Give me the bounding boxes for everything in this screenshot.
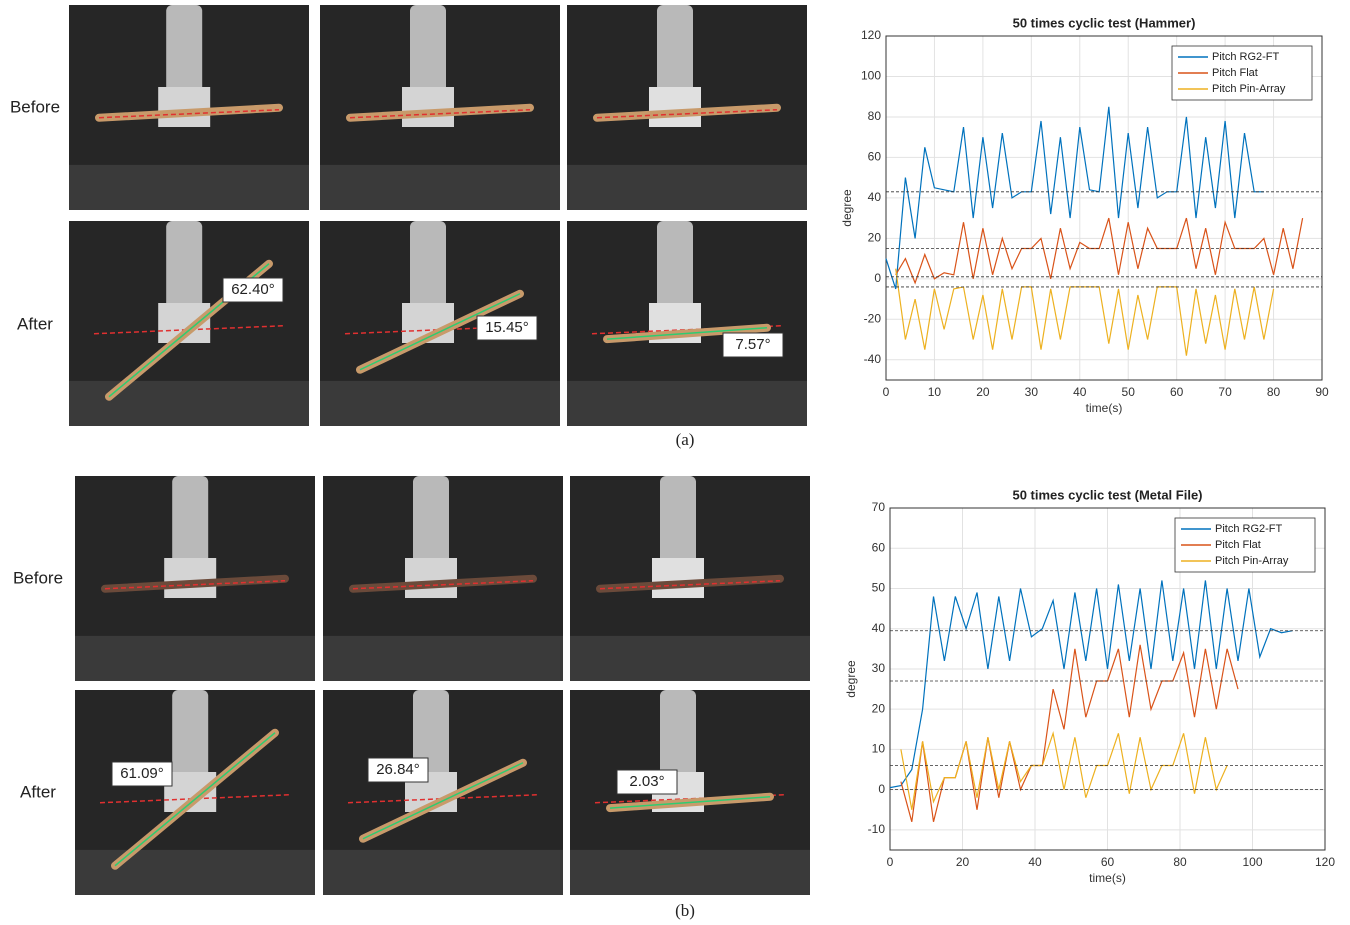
photo-floor [75, 636, 315, 681]
photo-floor [323, 850, 563, 895]
x-tick-label: 90 [1315, 385, 1329, 399]
figure: Before After (a) Before After (b) 62.40°… [0, 0, 1350, 925]
y-tick-label: 20 [872, 701, 886, 715]
row-label: Before [10, 97, 60, 116]
x-tick-label: 10 [928, 385, 942, 399]
legend-label: Pitch RG2-FT [1212, 51, 1280, 63]
y-axis-label: degree [844, 660, 858, 698]
y-tick-label: 60 [872, 540, 886, 554]
legend-label: Pitch Pin-Array [1212, 83, 1286, 95]
x-tick-label: 30 [1025, 385, 1039, 399]
row-label: After [17, 314, 53, 333]
legend-label: Pitch RG2-FT [1215, 523, 1283, 535]
photo-floor [69, 381, 309, 426]
y-tick-label: -20 [864, 311, 882, 325]
photo-floor [75, 850, 315, 895]
photo-floor [567, 165, 807, 210]
x-tick-label: 20 [976, 385, 990, 399]
gripper [652, 558, 704, 598]
y-tick-label: 50 [872, 581, 886, 595]
robot-arm [172, 690, 208, 782]
x-tick-label: 60 [1101, 855, 1115, 869]
y-tick-label: 120 [861, 28, 881, 42]
x-tick-label: 100 [1242, 855, 1262, 869]
photo-floor [69, 165, 309, 210]
robot-arm [410, 5, 446, 97]
x-tick-label: 120 [1315, 855, 1335, 869]
legend-label: Pitch Flat [1212, 67, 1258, 79]
robot-arm [657, 221, 693, 313]
angle-label: 62.40° [231, 281, 275, 298]
gripper [649, 87, 701, 127]
robot-arm [172, 476, 208, 568]
y-tick-label: 20 [868, 231, 882, 245]
x-axis-label: time(s) [1089, 871, 1126, 885]
x-tick-label: 40 [1028, 855, 1042, 869]
gripper [164, 558, 216, 598]
chart-title: 50 times cyclic test (Hammer) [1013, 15, 1196, 30]
angle-label: 7.57° [735, 336, 770, 353]
x-tick-label: 0 [887, 855, 894, 869]
gripper [402, 87, 454, 127]
y-tick-label: 10 [872, 742, 886, 756]
y-tick-label: 80 [868, 109, 882, 123]
angle-label: 15.45° [485, 319, 529, 336]
y-tick-label: 100 [861, 69, 881, 83]
photo-floor [570, 850, 810, 895]
caption: (a) [676, 430, 695, 449]
robot-arm [410, 221, 446, 313]
y-tick-label: 0 [878, 782, 885, 796]
x-tick-label: 80 [1173, 855, 1187, 869]
y-tick-label: -40 [864, 352, 882, 366]
y-tick-label: 0 [874, 271, 881, 285]
angle-label: 2.03° [629, 773, 664, 790]
x-tick-label: 80 [1267, 385, 1281, 399]
y-tick-label: 30 [872, 661, 886, 675]
photo-floor [570, 636, 810, 681]
photo-floor [323, 636, 563, 681]
row-label: After [20, 782, 56, 801]
row-label: Before [13, 568, 63, 587]
robot-arm [660, 476, 696, 568]
angle-label: 26.84° [376, 761, 420, 778]
y-tick-label: 60 [868, 150, 882, 164]
x-tick-label: 50 [1122, 385, 1136, 399]
chart-title: 50 times cyclic test (Metal File) [1012, 487, 1202, 502]
x-tick-label: 60 [1170, 385, 1184, 399]
legend-label: Pitch Pin-Array [1215, 555, 1289, 567]
photo-floor [320, 381, 560, 426]
robot-arm [660, 690, 696, 782]
x-tick-label: 0 [883, 385, 890, 399]
robot-arm [166, 221, 202, 313]
y-tick-label: 40 [872, 621, 886, 635]
robot-arm [657, 5, 693, 97]
y-tick-label: 40 [868, 190, 882, 204]
legend-label: Pitch Flat [1215, 539, 1261, 551]
y-tick-label: 70 [872, 500, 886, 514]
x-tick-label: 70 [1218, 385, 1232, 399]
photo-floor [320, 165, 560, 210]
y-tick-label: -10 [868, 822, 886, 836]
y-axis-label: degree [840, 189, 854, 227]
x-tick-label: 20 [956, 855, 970, 869]
robot-arm [166, 5, 202, 97]
gripper [158, 87, 210, 127]
angle-label: 61.09° [120, 765, 164, 782]
caption: (b) [675, 901, 695, 920]
gripper [405, 558, 457, 598]
robot-arm [413, 476, 449, 568]
photo-floor [567, 381, 807, 426]
x-axis-label: time(s) [1086, 401, 1123, 415]
x-tick-label: 40 [1073, 385, 1087, 399]
